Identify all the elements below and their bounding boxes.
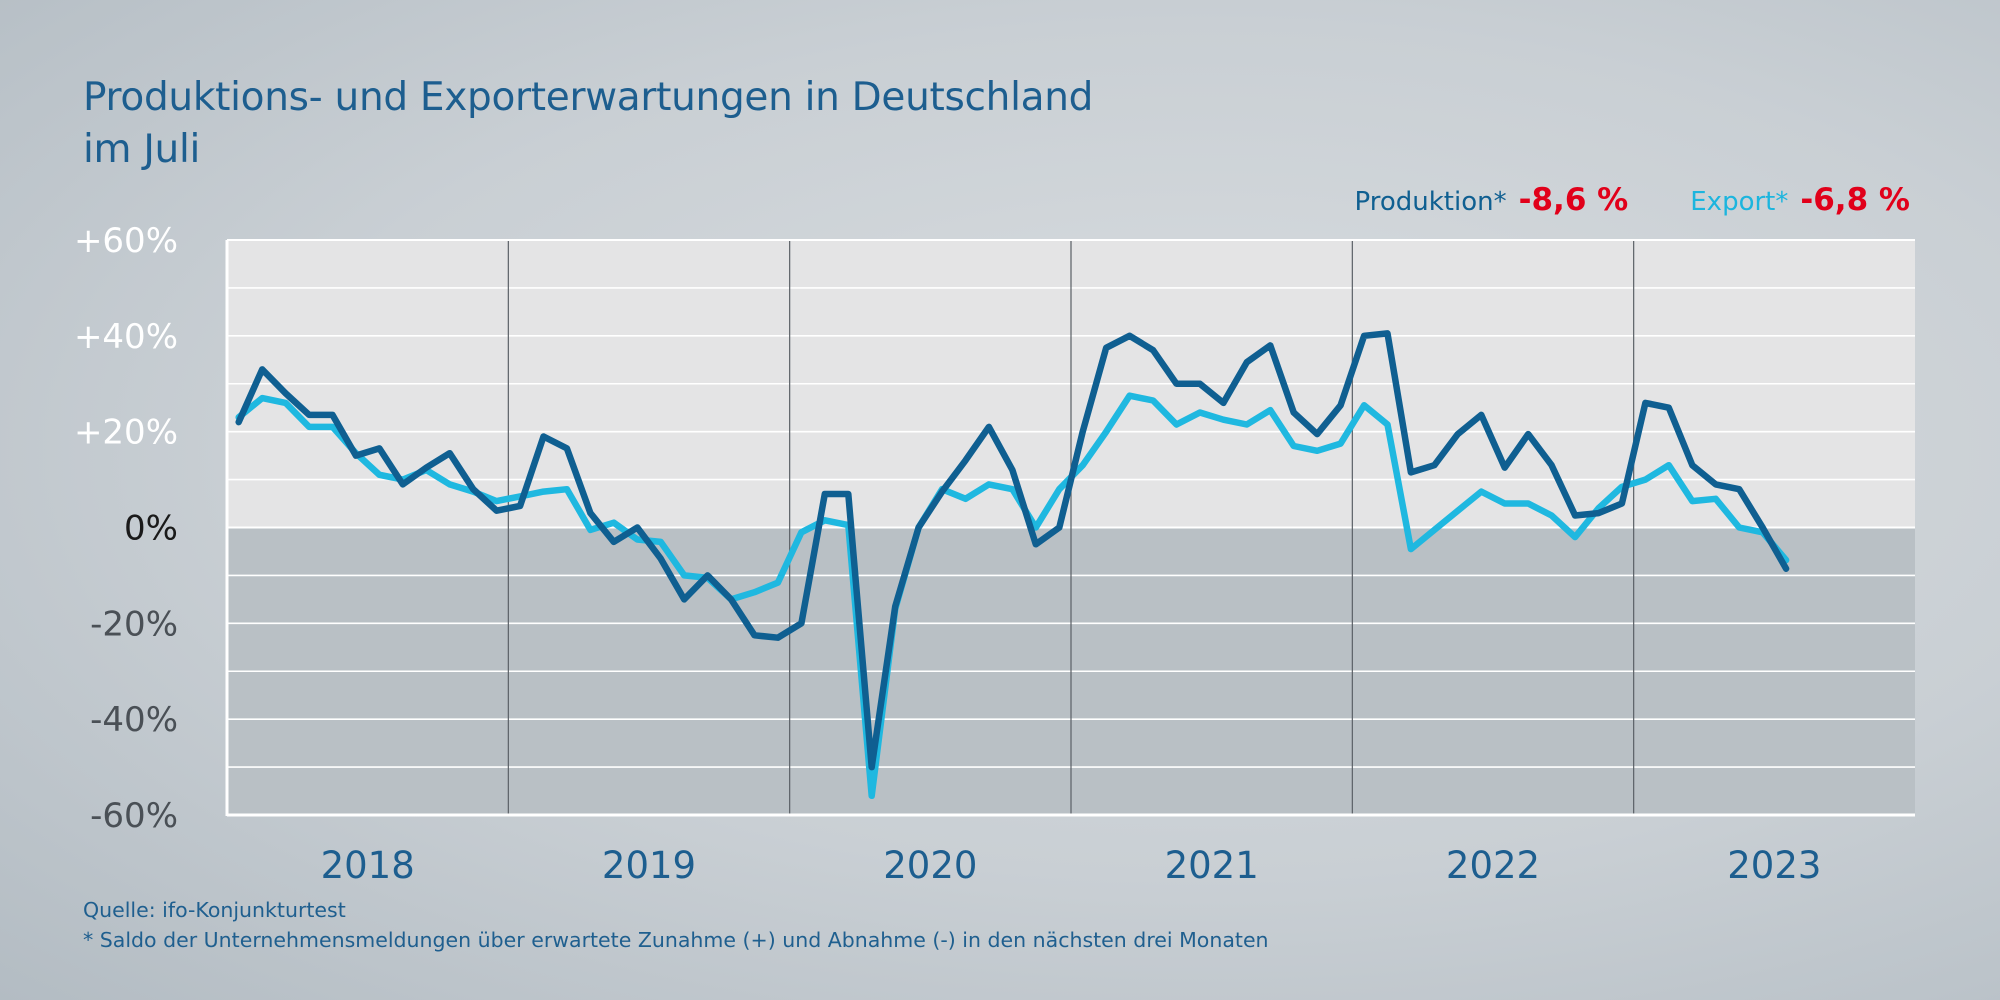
x-axis-labels: 2018 2019 2020 2021 2022 2023 — [321, 844, 1822, 887]
series-lines — [235, 330, 1790, 800]
x-tick-label: 2023 — [1727, 844, 1821, 887]
y-tick-label: +40% — [74, 317, 178, 357]
footer: Quelle: ifo-Konjunkturtest * Saldo der U… — [83, 895, 1269, 955]
y-tick-label: +20% — [74, 413, 178, 453]
chart-title-line-2: im Juli — [83, 127, 201, 172]
production-series-line — [235, 330, 1790, 771]
chart-title-line-1: Produktions- und Exporterwartungen in De… — [83, 75, 1094, 120]
legend-production-label: Produktion* — [1354, 187, 1507, 217]
x-tick-label: 2019 — [602, 844, 696, 887]
x-tick-label: 2022 — [1446, 844, 1540, 887]
legend-export-label: Export* — [1690, 187, 1789, 217]
y-tick-label: +60% — [74, 221, 178, 261]
y-tick-label: 0% — [124, 509, 178, 549]
export-series-line — [235, 392, 1790, 800]
legend-export-value: -6,8 % — [1800, 182, 1910, 218]
x-tick-label: 2020 — [883, 844, 977, 887]
footnote: * Saldo der Unternehmensmeldungen über e… — [83, 928, 1269, 952]
x-tick-label: 2018 — [321, 844, 415, 887]
y-axis-labels: +60% +40% +20% 0% -20% -40% -60% — [74, 221, 178, 836]
axes — [225, 239, 1915, 817]
chart-title: Produktions- und Exporterwartungen in De… — [83, 72, 1093, 176]
x-tick-label: 2021 — [1165, 844, 1259, 887]
y-tick-label: -60% — [90, 796, 178, 836]
y-tick-label: -40% — [90, 700, 178, 740]
legend: Produktion* -8,6 % Export* -6,8 % — [1355, 182, 1910, 218]
year-separators — [507, 240, 1635, 815]
y-tick-label: -20% — [90, 604, 178, 644]
source-note: Quelle: ifo-Konjunkturtest — [83, 898, 346, 922]
legend-production-value: -8,6 % — [1518, 182, 1629, 218]
